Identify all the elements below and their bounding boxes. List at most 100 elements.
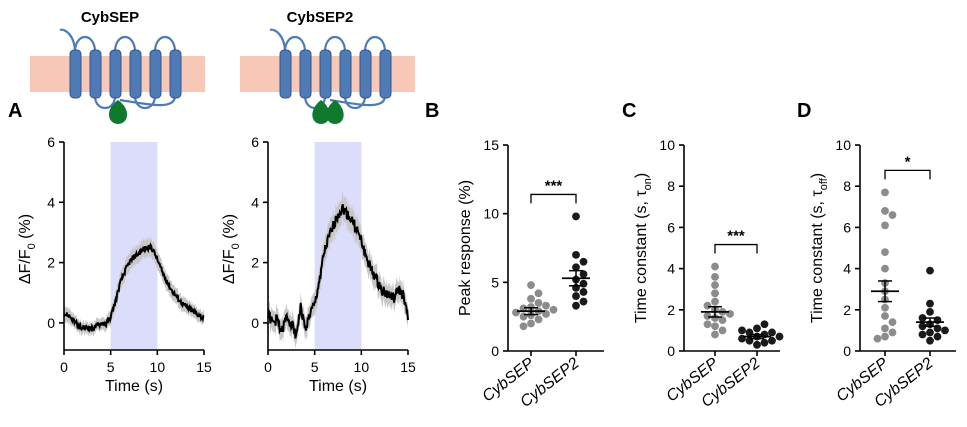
data-point xyxy=(572,212,580,221)
data-point xyxy=(534,315,543,324)
transmembrane-helix xyxy=(69,49,82,99)
significance-bracket xyxy=(714,243,758,254)
data-point xyxy=(881,264,889,273)
data-point xyxy=(918,314,927,322)
y-tick-label: 2 xyxy=(667,302,675,318)
construct-schematic-cybsep2 xyxy=(240,28,415,124)
transmembrane-helix xyxy=(339,49,352,99)
sem-band xyxy=(268,191,408,350)
transmembrane-helix xyxy=(279,49,292,99)
y-tick-label: 8 xyxy=(667,178,675,194)
transmembrane-helix xyxy=(109,49,122,99)
intracellular-loop xyxy=(93,95,117,110)
significance-label: *** xyxy=(545,177,563,194)
data-point xyxy=(753,340,761,349)
y-tick-label: 6 xyxy=(843,219,851,235)
data-point xyxy=(579,288,588,296)
construct-title-cybsep: CybSEP xyxy=(81,9,139,26)
data-point xyxy=(718,316,727,324)
data-point xyxy=(711,289,719,298)
y-tick-label: 15 xyxy=(483,137,499,153)
transmembrane-helix xyxy=(169,49,182,99)
y-axis-label: Peak response (%) xyxy=(457,180,474,316)
y-tick-label: 2 xyxy=(47,255,55,271)
data-point xyxy=(711,281,719,289)
y-tick-label: 0 xyxy=(47,315,55,331)
y-tick-label: 10 xyxy=(483,206,499,222)
panel-letter-a: A xyxy=(8,100,22,122)
y-tick-label: 4 xyxy=(843,261,851,277)
construct-title-cybsep2: CybSEP2 xyxy=(287,9,354,26)
data-point xyxy=(711,330,719,339)
x-tick-label: 0 xyxy=(264,359,272,375)
data-point xyxy=(881,221,889,230)
data-point xyxy=(579,257,588,266)
y-axis-label: Time constant (s, τon) xyxy=(633,173,654,323)
data-point xyxy=(512,308,520,317)
data-point xyxy=(760,338,769,347)
data-point xyxy=(527,294,535,303)
n-terminus xyxy=(269,28,287,53)
panel-letter-c: C xyxy=(622,100,636,122)
data-point xyxy=(711,262,719,271)
data-point xyxy=(703,320,712,329)
data-point xyxy=(534,289,543,298)
x-tick-label: 0 xyxy=(60,359,68,375)
x-tick-label: 10 xyxy=(150,359,166,375)
data-point xyxy=(718,326,727,335)
y-tick-label: 10 xyxy=(659,137,675,153)
data-point xyxy=(738,326,746,335)
data-point xyxy=(941,326,949,335)
data-point xyxy=(572,250,580,259)
data-point xyxy=(918,330,927,339)
panel-letter-d: D xyxy=(797,100,811,122)
data-point xyxy=(881,188,889,197)
data-point xyxy=(711,322,719,331)
y-tick-label: 0 xyxy=(251,315,259,331)
y-axis-label: ΔF/F0 (%) xyxy=(221,214,242,284)
data-point xyxy=(579,297,588,306)
mean-trace-line xyxy=(63,242,205,333)
y-axis-label: Time constant (s, τoff) xyxy=(809,173,830,323)
fluorescent-protein-icon xyxy=(326,100,344,124)
construct-schematic-cybsep xyxy=(30,28,205,124)
data-point xyxy=(926,336,934,345)
significance-label: * xyxy=(905,153,911,170)
data-point xyxy=(572,263,580,272)
y-tick-label: 6 xyxy=(667,219,675,235)
y-tick-label: 2 xyxy=(251,255,259,271)
x-tick-label: 10 xyxy=(354,359,370,375)
transmembrane-helix xyxy=(359,49,372,99)
extracellular-loop xyxy=(323,35,347,53)
c-terminus xyxy=(329,95,387,107)
transmembrane-helix xyxy=(299,49,312,99)
data-point xyxy=(519,322,528,331)
chart-a-cybsep-trace: 0 2 4 6 0 5 10 15 Time (s) ΔF/F0 (%) xyxy=(17,134,212,395)
data-point xyxy=(926,328,934,337)
data-point xyxy=(933,332,942,341)
extracellular-loop xyxy=(113,35,137,53)
transmembrane-helix xyxy=(89,49,102,99)
transmembrane-helix xyxy=(379,49,392,99)
data-point xyxy=(881,303,889,312)
data-point xyxy=(711,314,719,322)
data-point xyxy=(888,328,897,337)
data-point xyxy=(881,207,889,215)
x-tick-label: 15 xyxy=(400,359,416,375)
y-tick-label: 0 xyxy=(843,343,851,359)
x-axis-label: Time (s) xyxy=(105,378,163,395)
data-point xyxy=(873,334,882,343)
data-point xyxy=(549,305,558,314)
data-point xyxy=(768,336,776,345)
significance-bracket xyxy=(884,169,931,180)
y-tick-label: 0 xyxy=(667,343,675,359)
fluorescent-protein-icon xyxy=(312,100,330,124)
x-tick-label: 15 xyxy=(196,359,212,375)
data-point xyxy=(711,272,719,281)
data-point xyxy=(753,324,761,333)
mean-trace-line xyxy=(267,204,409,339)
extracellular-loop xyxy=(363,35,387,53)
